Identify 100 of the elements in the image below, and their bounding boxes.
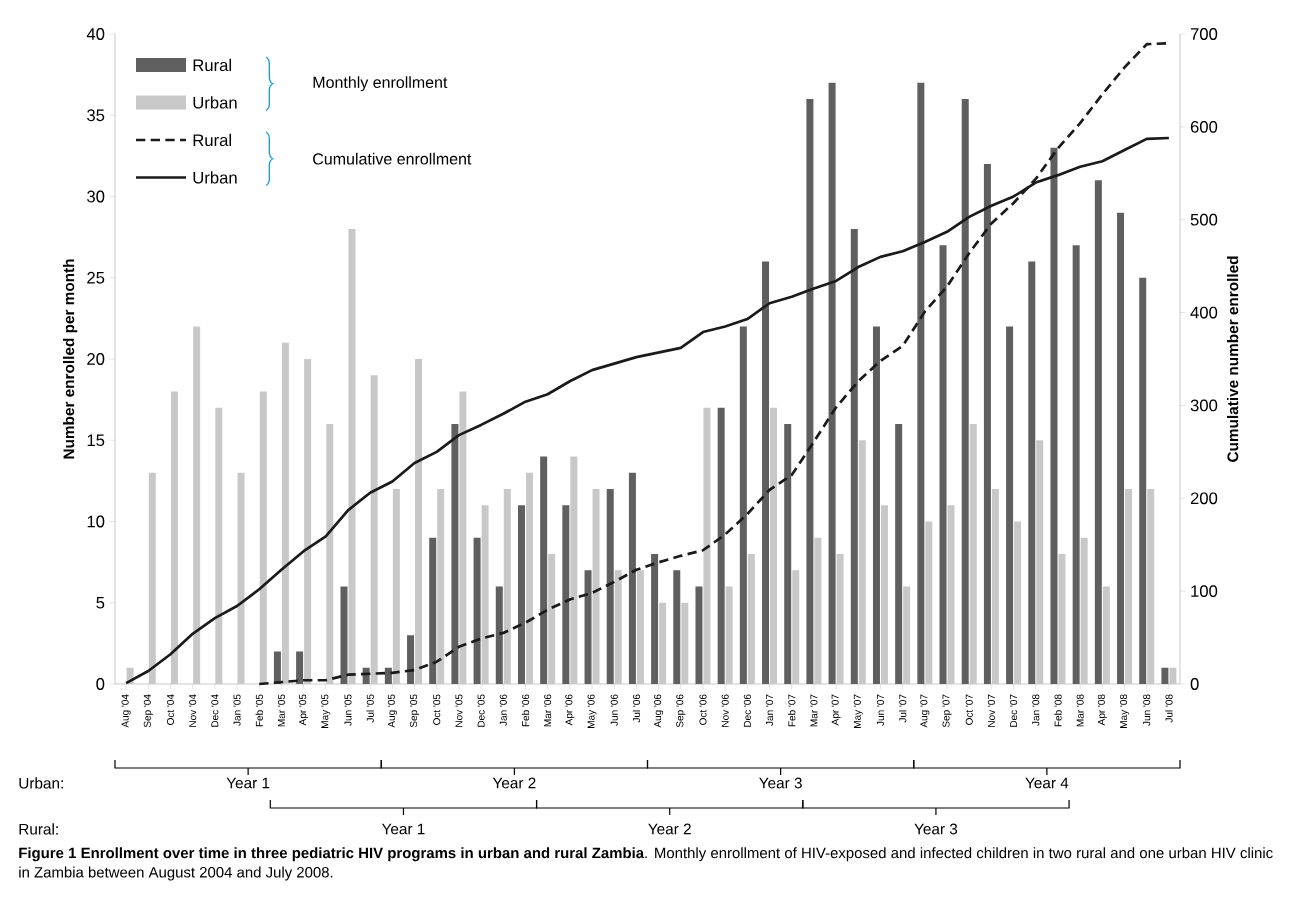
bar [340,586,348,684]
x-tick-label: Dec '07 [1010,694,1018,727]
x-tick-label: Jul '07 [899,694,907,723]
y2-tick-label: 200 [1190,492,1218,505]
y2-tick-label: 600 [1190,120,1218,133]
legend-label: Rural [193,133,231,147]
bar [770,407,778,684]
x-tick-label: May '06 [587,694,597,728]
bar [717,407,725,684]
bar [895,423,903,684]
bar [584,570,592,684]
y-tick-label: 25 [87,271,105,284]
x-tick-label: Dec '05 [477,694,485,727]
x-tick-label: Feb '05 [255,694,263,727]
bar [392,488,400,684]
y2-tick-label: 400 [1190,306,1218,319]
x-tick-label: Mar '08 [1076,694,1084,727]
x-tick-label: Jun '08 [1143,694,1151,726]
x-tick-label: Nov '07 [987,694,995,727]
bar [1125,488,1133,684]
bar [636,570,644,684]
bar [969,423,977,684]
x-tick-label: Aug '05 [387,694,397,728]
x-tick-label: Nov '05 [455,694,463,727]
x-tick-label: Apr '08 [1097,694,1107,726]
bar [628,472,636,684]
bar [525,472,533,684]
bar [592,488,600,684]
x-tick-label: Sep '07 [942,694,952,728]
y-axis-title: Number enrolled per month [62,259,78,459]
bar [703,407,711,684]
text: Year 3 [914,823,958,835]
bar [1147,488,1155,684]
y2-tick-label: 300 [1190,399,1218,412]
y-tick-label: 10 [87,515,105,528]
bar [451,423,459,684]
bar [1161,667,1169,684]
annotation: Monthly enrollment [313,76,448,92]
y-tick-label: 0 [96,678,105,690]
x-tick-label: May '07 [853,694,863,728]
x-tick-label: Mar '05 [277,694,285,727]
bar [259,391,267,684]
bar [540,456,548,684]
bar [1014,521,1022,684]
y-tick-label: 5 [96,596,105,609]
text: Year 2 [648,823,691,835]
bar [326,423,334,684]
x-tick-label: Feb '06 [521,694,530,727]
bar [1036,440,1044,684]
bar [348,228,356,684]
bar [437,488,445,684]
bar [792,570,800,684]
text: Rural: [19,823,58,835]
bar [784,423,792,684]
y-tick-label: 20 [87,353,105,365]
bar [739,326,747,684]
y2-tick-label: 700 [1190,28,1218,40]
legend-label: Rural [193,58,231,72]
bar [562,505,570,684]
x-tick-label: Aug '04 [121,694,131,728]
x-tick-label: Jun '06 [610,694,618,726]
text: Urban: [19,777,63,789]
bar [1058,553,1066,684]
bar [1080,537,1088,684]
y2-axis-title: Cumulative number enrolled [1227,256,1239,462]
x-tick-label: Jan '05 [233,694,241,726]
y-tick-label: 15 [87,434,105,447]
bar [281,342,289,684]
x-tick-label: Jul '06 [632,694,641,723]
y-tick-label: 35 [87,109,105,122]
x-tick-label: Oct '07 [965,694,973,725]
text: Year 1 [381,823,425,835]
bar [961,98,969,684]
y-tick-label: 40 [86,28,105,40]
x-tick-label: Apr '06 [565,694,575,726]
bar [925,521,933,684]
bar [673,570,681,684]
x-tick-label: Oct '04 [166,694,175,725]
x-tick-label: Sep '05 [410,694,420,728]
bar [614,570,622,684]
bar [1094,180,1102,684]
bar [548,553,556,684]
bar [503,488,511,684]
bar [193,326,201,684]
x-tick-label: Oct '05 [433,694,441,725]
legend-label: Urban [193,171,237,184]
bar [659,602,667,684]
bar [903,586,911,684]
bar [304,358,312,684]
x-tick-label: Sep '06 [676,694,686,728]
x-tick-label: Apr '07 [831,694,841,726]
x-tick-label: Jun '05 [344,694,352,726]
bar [170,391,178,684]
x-tick-label: Jul '05 [366,694,374,723]
x-tick-label: Mar '07 [810,694,818,727]
bar [695,586,703,684]
x-tick-label: Jul '08 [1165,694,1173,723]
x-tick-label: Sep '04 [143,694,153,728]
bar [517,505,525,684]
x-tick-label: Dec '06 [743,694,751,727]
